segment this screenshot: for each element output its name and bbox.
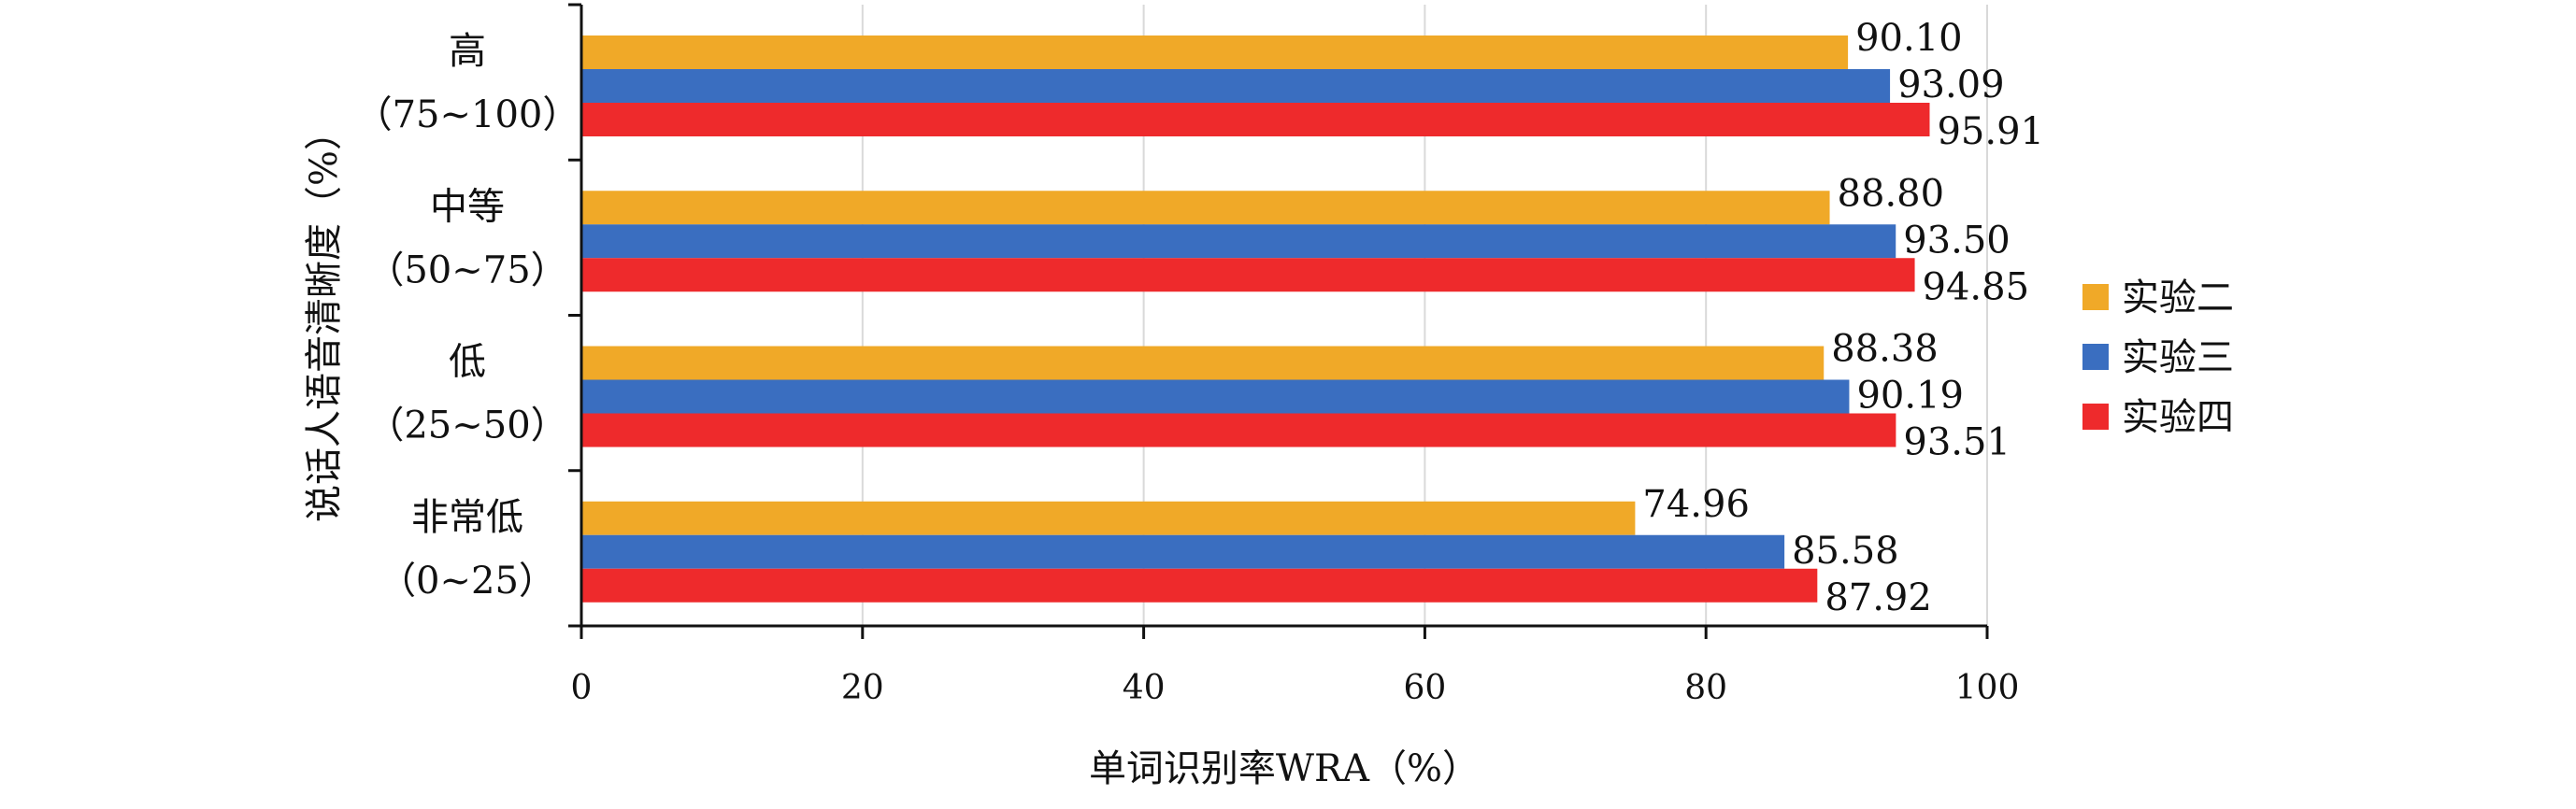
category-range-label: （0~25） [379,560,556,603]
x-tick-label: 40 [1123,669,1166,707]
bar [581,568,1818,603]
data-label: 93.50 [1903,219,2011,262]
data-label: 87.92 [1825,576,1932,619]
data-label: 85.58 [1792,530,1899,573]
bar [581,224,1896,259]
category-name-label: 非常低 [411,496,523,539]
bar [581,258,1915,292]
x-tick-label: 100 [1955,669,2020,707]
category-range-label: （25~50） [366,404,567,447]
data-label: 95.91 [1937,110,2044,153]
data-label: 93.51 [1903,421,2011,464]
bar [581,191,1830,225]
x-tick-label: 0 [571,669,593,707]
bar [581,379,1850,414]
data-label: 93.09 [1897,64,2005,106]
data-label: 94.85 [1923,265,2030,308]
bars [581,35,1930,603]
x-tick-label: 20 [841,669,884,707]
y-category-labels: 高 （75~100） 中等 （50~75） 低 （25~50） 非常低 （0~25） [355,3,581,628]
bar [581,69,1891,103]
bar [581,346,1825,380]
legend-swatch [2082,344,2109,370]
bar [581,35,1849,69]
legend-label: 实验二 [2122,277,2234,319]
y-axis-title: 说话人语音清晰度（%） [303,113,346,522]
bar [581,534,1785,569]
data-label: 90.10 [1855,17,1963,60]
category-name-label: 低 [449,341,486,384]
legend-label: 实验三 [2122,336,2234,379]
data-label: 88.80 [1838,172,1945,215]
data-label: 90.19 [1856,375,1964,418]
bar [581,501,1636,535]
x-tick-label: 80 [1684,669,1727,707]
data-label: 74.96 [1642,483,1750,526]
legend-label: 实验四 [2122,396,2234,439]
legend-swatch [2082,284,2109,310]
data-label: 88.38 [1831,328,1939,371]
x-tick-label: 60 [1403,669,1446,707]
category-range-label: （75~100） [355,93,580,136]
category-range-label: （50~75） [366,248,567,291]
category-name-label: 高 [449,30,486,73]
category-name-label: 中等 [430,185,505,228]
bar [581,413,1896,447]
x-ticks: 0 20 40 60 80 100 [571,626,2020,707]
bar [581,103,1930,136]
x-axis-title: 单词识别率WRA（%） [1089,747,1480,790]
legend-swatch [2082,404,2109,430]
